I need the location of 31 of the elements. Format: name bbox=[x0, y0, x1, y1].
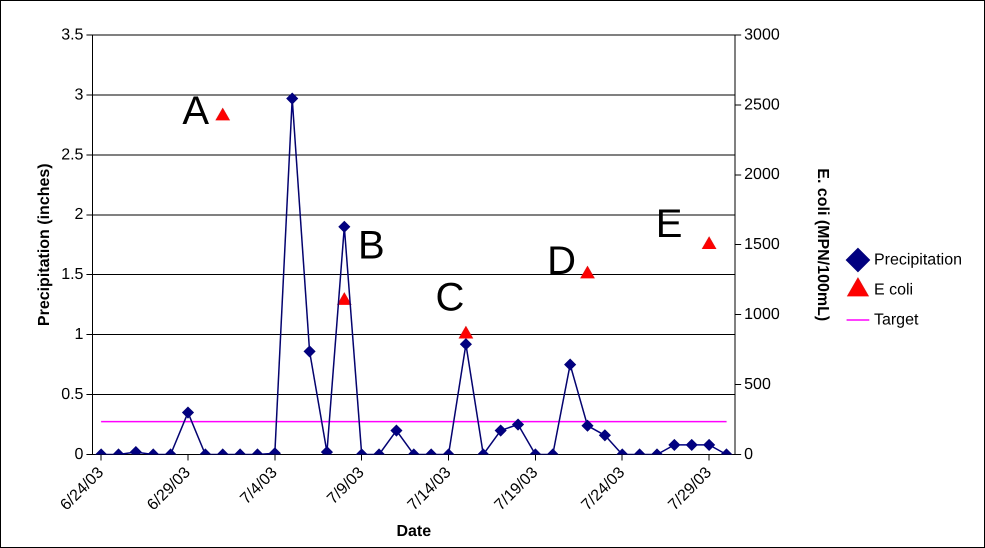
y-tick-label: 2 bbox=[74, 206, 84, 224]
y2-tick-label: 1000 bbox=[744, 306, 780, 324]
legend-label: Target bbox=[874, 311, 919, 328]
y-axis-title: Precipitation (inches) bbox=[36, 163, 54, 326]
y-tick-label: 3 bbox=[74, 86, 84, 104]
annotation: B bbox=[358, 224, 385, 268]
y2-tick-label: 0 bbox=[744, 446, 754, 463]
y-tick-label: 1.5 bbox=[61, 266, 84, 284]
legend-label: Precipitation bbox=[874, 251, 962, 268]
y2-tick-label: 1500 bbox=[744, 236, 780, 254]
y2-tick-label: 500 bbox=[744, 376, 771, 393]
annotation: D bbox=[547, 239, 576, 284]
point bbox=[702, 236, 716, 249]
legend-label: E coli bbox=[874, 281, 914, 298]
y-tick-label: 0.5 bbox=[61, 386, 84, 403]
y2-tick-label: 3000 bbox=[744, 26, 780, 44]
x-axis-title: Date bbox=[396, 522, 432, 540]
y2-tick-label: 2000 bbox=[744, 166, 780, 184]
y-tick-label: 3.5 bbox=[61, 26, 84, 44]
annotation: E bbox=[656, 202, 682, 246]
y2-tick-label: 2500 bbox=[744, 96, 780, 114]
point bbox=[580, 266, 594, 278]
point bbox=[216, 108, 230, 120]
y2-axis-title: E. coli (MPN/100mL) bbox=[814, 168, 831, 322]
point bbox=[459, 326, 473, 338]
y-tick-label: 2.5 bbox=[61, 146, 84, 164]
annotation: C bbox=[435, 275, 464, 320]
point bbox=[338, 292, 352, 305]
y-tick-label: 0 bbox=[74, 446, 84, 463]
annotation: A bbox=[182, 89, 210, 134]
y-tick-label: 1 bbox=[74, 326, 84, 344]
